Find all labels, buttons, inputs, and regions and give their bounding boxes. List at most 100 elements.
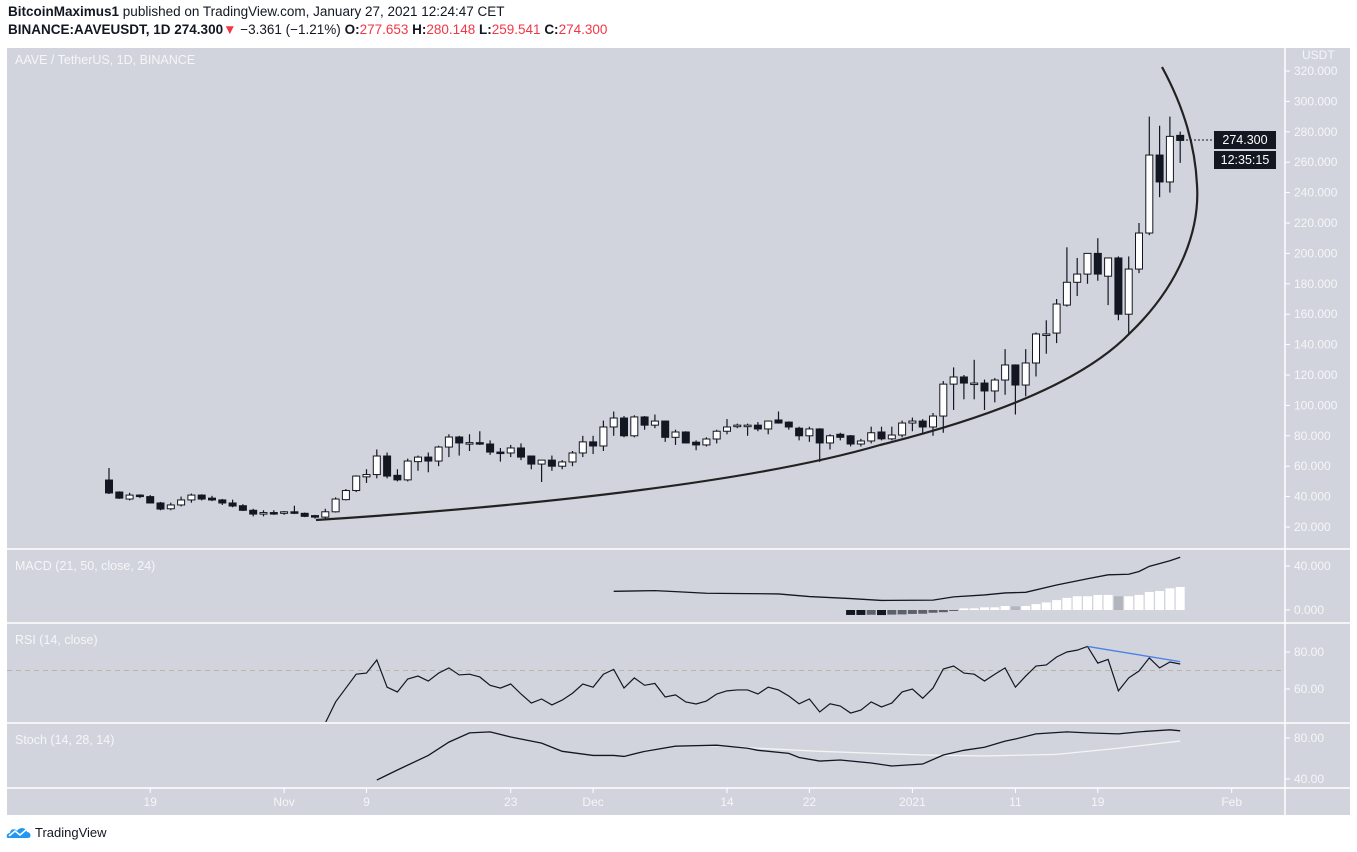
x-tick-label: 19 <box>144 795 158 809</box>
candle-body <box>517 447 525 458</box>
candle-down <box>517 443 525 461</box>
countdown-badge: 12:35:15 <box>1214 151 1276 169</box>
candle-body <box>527 455 536 465</box>
candle-down <box>496 447 505 462</box>
candle-body <box>908 420 917 424</box>
candle-body <box>1124 268 1133 315</box>
candle-body <box>918 420 927 428</box>
candle-down <box>475 431 484 445</box>
candle-down <box>1176 131 1185 163</box>
macd-pane <box>613 556 1185 616</box>
candle-body <box>671 431 680 438</box>
candle-body <box>269 512 278 515</box>
candle-up <box>568 451 577 467</box>
macd-histogram-bar <box>1103 594 1113 610</box>
candle-up <box>1104 257 1113 306</box>
candle-up <box>650 414 659 429</box>
y-tick-label: 40.00 <box>1294 772 1324 786</box>
macd-histogram-bar <box>1144 591 1154 610</box>
candle-up <box>578 435 587 458</box>
candle-down <box>547 455 556 471</box>
macd-histogram-bar <box>918 610 928 614</box>
candle-body <box>650 420 659 426</box>
candle-down <box>238 504 247 512</box>
candle-up <box>1083 252 1092 284</box>
candle-body <box>599 426 608 447</box>
candle-up <box>1073 257 1082 296</box>
candle-down <box>208 495 216 502</box>
macd-histogram-bar <box>949 610 959 611</box>
last-price: 274.300 <box>174 22 224 37</box>
candle-body <box>290 511 299 514</box>
candle-up <box>908 417 917 432</box>
candle-body <box>434 446 443 462</box>
candle-body <box>661 420 670 438</box>
candle-up <box>372 449 381 479</box>
candle-down <box>455 435 464 456</box>
candle-up <box>1135 223 1143 274</box>
candle-up <box>990 378 999 403</box>
x-tick-label: Feb <box>1221 795 1242 809</box>
candle-body <box>1093 252 1102 275</box>
macd-histogram-bar <box>877 610 886 616</box>
author-name[interactable]: BitcoinMaximus1 <box>8 4 120 19</box>
close-value: 274.300 <box>558 22 608 37</box>
x-tick-label: 22 <box>803 795 817 809</box>
y-tick-label: 80.00 <box>1294 645 1324 659</box>
candle-body <box>1176 134 1185 141</box>
candle-up <box>1145 116 1154 236</box>
y-tick-label: 0.000 <box>1294 603 1324 617</box>
candle-up <box>1124 256 1133 334</box>
macd-histogram-bar <box>1134 594 1144 610</box>
tradingview-logo[interactable]: TradingView <box>6 824 107 840</box>
y-tick-label: 60.00 <box>1294 682 1324 696</box>
candle-body <box>784 421 793 428</box>
y-tick-label: 240.000 <box>1294 186 1338 200</box>
candle-body <box>280 511 289 514</box>
candle-body <box>1052 303 1061 334</box>
candle-down <box>311 514 319 519</box>
candle-up <box>558 460 567 470</box>
candle-body <box>795 427 804 437</box>
candle-body <box>331 498 340 513</box>
macd-histogram-bar <box>1175 587 1185 610</box>
candle-body <box>1011 364 1020 386</box>
macd-histogram-bar <box>897 610 907 615</box>
candle-down <box>146 495 155 504</box>
parabolic-curve-drawing[interactable] <box>315 66 1199 522</box>
candle-up <box>259 510 268 517</box>
candle-down <box>197 494 206 501</box>
candle-body <box>424 456 433 462</box>
candle-down <box>269 510 278 515</box>
candle-up <box>599 420 608 451</box>
candle-down <box>784 421 793 430</box>
candle-body <box>547 459 556 467</box>
candle-body <box>1001 364 1010 381</box>
candle-body <box>1165 135 1174 183</box>
candle-body <box>681 431 690 444</box>
candle-body <box>733 424 742 428</box>
main-legend: AAVE / TetherUS, 1D, BINANCE <box>15 53 196 67</box>
candle-up <box>1001 349 1010 395</box>
y-tick-label: 280.000 <box>1294 125 1338 139</box>
candle-body <box>558 461 567 467</box>
macd-histogram-bar <box>1093 594 1103 610</box>
y-tick-label: 200.000 <box>1294 246 1338 260</box>
candle-body <box>1032 333 1040 364</box>
published-text: published on TradingView.com, January 27… <box>122 4 505 19</box>
candle-body <box>1145 154 1154 234</box>
candle-body <box>362 474 371 478</box>
macd-histogram-bar <box>1041 602 1051 610</box>
candle-body <box>105 479 113 494</box>
candle-body <box>815 428 824 444</box>
candle-up <box>743 423 752 436</box>
candle-down <box>815 428 824 462</box>
y-tick-label: 320.000 <box>1294 64 1338 78</box>
macd-histogram-bar <box>1052 600 1062 610</box>
candle-up <box>805 426 814 442</box>
y-tick-label: 180.000 <box>1294 277 1338 291</box>
candle-up <box>712 429 721 444</box>
candle-body <box>506 447 515 454</box>
candle-body <box>939 383 948 417</box>
